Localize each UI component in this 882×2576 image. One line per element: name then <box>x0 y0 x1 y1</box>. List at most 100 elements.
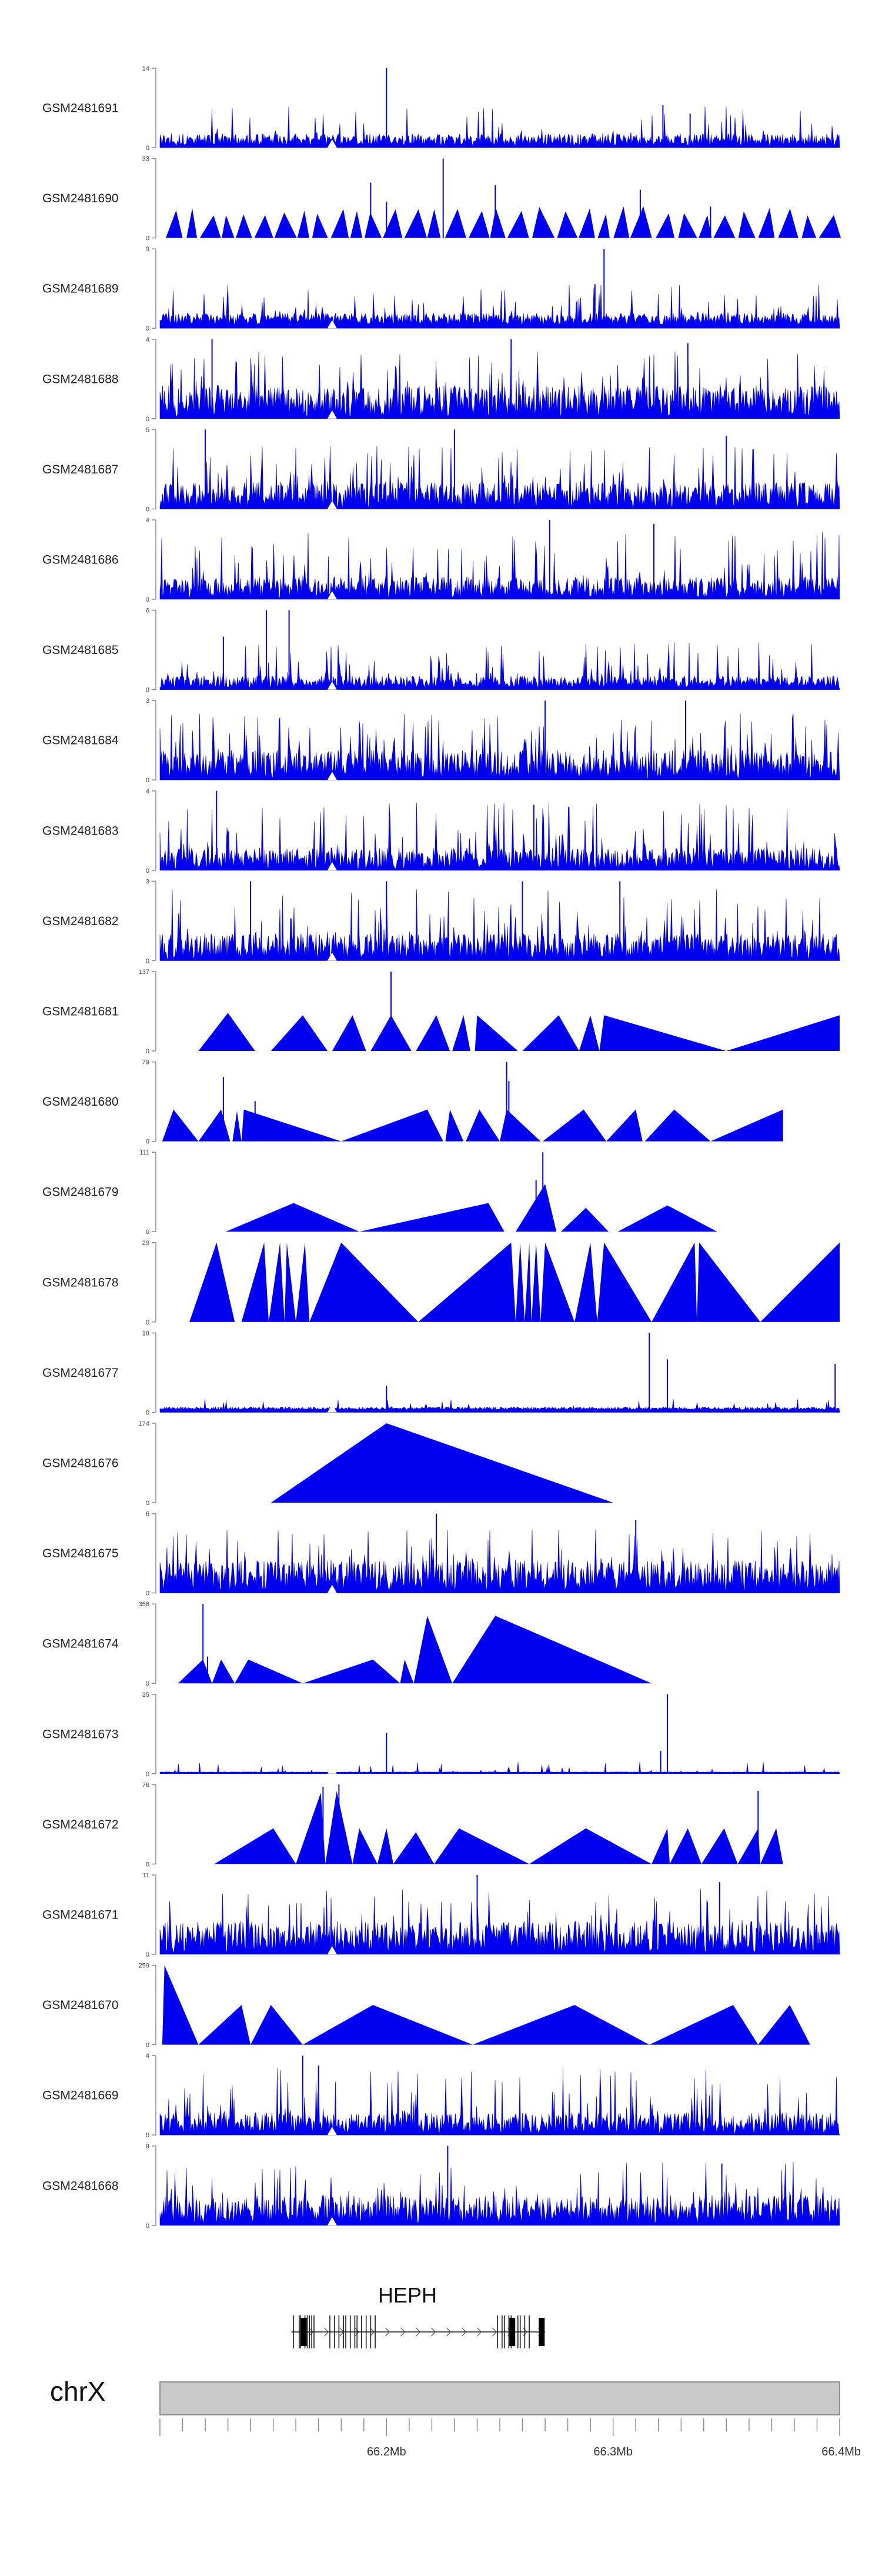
y-tick-zero-label: 0 <box>146 1951 149 1958</box>
coverage-triangle <box>330 209 349 238</box>
coverage-triangle <box>166 210 183 238</box>
track-GSM2481687: GSM2481687 5 0 <box>42 426 840 513</box>
coverage-area <box>159 532 840 600</box>
y-tick-max-label: 35 <box>142 1691 149 1699</box>
y-tick-zero-label: 0 <box>146 1861 149 1868</box>
strand-arrow <box>370 2327 375 2337</box>
strand-arrow <box>416 2327 421 2337</box>
coverage-triangle <box>445 1109 464 1142</box>
coverage-triangle <box>613 206 630 238</box>
coverage-triangle <box>670 1828 701 1864</box>
coverage-triangle <box>377 1828 393 1864</box>
y-tick-zero-label: 0 <box>146 2042 149 2049</box>
track-label: GSM2481673 <box>42 1727 119 1741</box>
coverage-triangle <box>606 1109 643 1142</box>
coverage-dip <box>327 410 337 419</box>
track-label: GSM2481687 <box>42 463 119 476</box>
coverage-triangle <box>222 215 235 238</box>
coverage-area <box>159 1761 840 1774</box>
coverage-triangle <box>490 208 506 238</box>
coverage-triangle <box>186 208 198 238</box>
y-tick-zero-label: 0 <box>146 867 149 875</box>
coverage-triangle <box>737 1828 761 1864</box>
y-tick-max-label: 9 <box>146 2143 149 2150</box>
coverage-triangle <box>297 211 309 238</box>
y-tick-max-label: 4 <box>146 2053 149 2060</box>
coverage-triangle <box>778 208 799 238</box>
track-label: GSM2481677 <box>42 1366 119 1380</box>
track-GSM2481683: GSM2481683 4 0 <box>42 788 840 875</box>
track-GSM2481689: GSM2481689 9 0 <box>42 246 840 332</box>
coverage-dip <box>327 2127 337 2135</box>
coverage-triangle <box>760 1242 840 1322</box>
y-tick-zero-label: 0 <box>146 1680 149 1687</box>
y-tick-max-label: 18 <box>142 1330 149 1337</box>
track-label: GSM2481691 <box>42 102 119 115</box>
coverage-triangle <box>352 1828 377 1864</box>
y-tick-zero-label: 0 <box>146 1229 149 1236</box>
coverage-dip <box>327 139 337 148</box>
coverage-triangles <box>162 1109 783 1142</box>
coverage-triangle <box>296 1242 310 1322</box>
track-GSM2481677: GSM2481677 18 0 <box>42 1330 840 1416</box>
coverage-area <box>159 446 840 509</box>
coverage-triangle <box>699 215 712 238</box>
coverage-triangle <box>296 1792 326 1864</box>
coverage-triangle <box>212 1659 235 1684</box>
gene-exon-large <box>539 2318 545 2346</box>
coverage-area <box>159 889 840 961</box>
coverage-area <box>159 2162 840 2226</box>
coverage-triangle <box>617 1205 717 1232</box>
coverage-triangle <box>162 1109 199 1142</box>
coverage-area <box>159 351 840 419</box>
coverage-triangle <box>630 206 652 238</box>
coverage-area <box>159 713 840 780</box>
coverage-area <box>159 2068 840 2135</box>
coverage-triangle <box>418 1242 516 1322</box>
y-tick-max-label: 3 <box>146 878 149 885</box>
coverage-triangle <box>236 214 252 238</box>
coverage-area <box>159 1888 840 1955</box>
coverage-triangle <box>472 2005 650 2045</box>
track-GSM2481674: GSM2481674 356 0 <box>42 1601 652 1687</box>
track-label: GSM2481682 <box>42 915 119 928</box>
coverage-triangle <box>801 215 817 238</box>
track-label: GSM2481672 <box>42 1818 119 1831</box>
y-tick-max-label: 76 <box>142 1781 149 1788</box>
coverage-dip <box>327 1765 337 1774</box>
coverage-triangle <box>225 1203 360 1232</box>
coverage-triangle <box>269 1242 285 1322</box>
coverage-triangle <box>274 212 297 238</box>
y-tick-zero-label: 0 <box>146 596 149 603</box>
track-GSM2481673: GSM2481673 35 0 <box>42 1691 840 1778</box>
track-label: GSM2481689 <box>42 282 119 296</box>
y-tick-max-label: 6 <box>146 608 149 615</box>
track-GSM2481676: GSM2481676 174 0 <box>42 1420 613 1507</box>
y-tick-zero-label: 0 <box>146 325 149 332</box>
track-label: GSM2481681 <box>42 1005 119 1019</box>
coverage-triangle <box>241 1242 269 1322</box>
strand-arrow <box>492 2327 497 2337</box>
y-tick-zero-label: 0 <box>146 1771 149 1778</box>
y-tick-zero-label: 0 <box>146 1590 149 1597</box>
gene-exon-large <box>509 2318 516 2346</box>
coverage-tracks: GSM2481691140GSM2481690330GSM248168990GS… <box>42 65 841 2230</box>
coverage-triangle <box>270 1015 328 1051</box>
gene-model <box>291 2315 546 2348</box>
coverage-triangle <box>516 1242 525 1322</box>
track-GSM2481685: GSM2481685 6 0 <box>42 608 840 694</box>
strand-arrow <box>324 2327 329 2337</box>
coverage-triangle <box>579 1015 600 1051</box>
coverage-triangle <box>452 1015 470 1051</box>
coverage-triangle <box>400 1659 414 1684</box>
coverage-triangle <box>557 211 578 238</box>
coverage-triangle <box>579 208 595 238</box>
coverage-triangle <box>678 213 697 238</box>
y-tick-max-label: 6 <box>146 1511 149 1518</box>
track-label: GSM2481675 <box>42 1547 119 1560</box>
coverage-dip <box>327 1404 337 1413</box>
y-tick-zero-label: 0 <box>146 957 149 965</box>
coverage-triangle <box>284 1242 296 1322</box>
coverage-triangles <box>178 1616 652 1684</box>
coverage-triangle <box>254 215 273 238</box>
